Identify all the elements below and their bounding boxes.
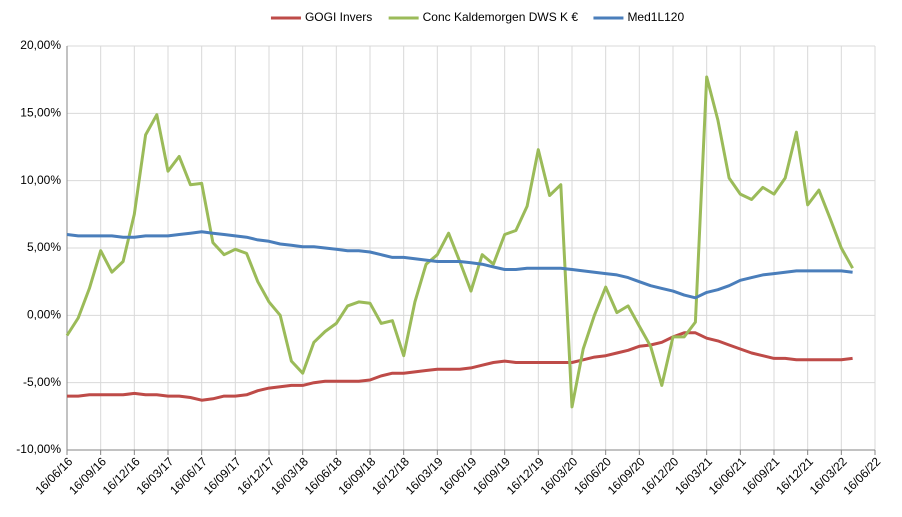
- y-tick-label: 15,00%: [20, 106, 61, 120]
- series-line: [67, 331, 853, 402]
- x-tick-label: 16/06/22: [840, 454, 883, 497]
- series-line: [65, 75, 854, 409]
- y-tick-label: 20,00%: [20, 38, 61, 52]
- legend: GOGI Invers Conc Kaldemorgen DWS K € Med1L…: [270, 10, 684, 24]
- series-line: [66, 230, 853, 300]
- legend-label: Conc Kaldemorgen DWS K €: [423, 10, 579, 24]
- y-tick-label: 5,00%: [27, 240, 61, 254]
- y-tick-label: -10,00%: [16, 442, 61, 456]
- legend-label: GOGI Invers: [305, 10, 372, 24]
- y-tick-label: 10,00%: [20, 173, 61, 187]
- legend-label: Med1L120: [627, 10, 684, 24]
- y-tick-label: 0,00%: [27, 308, 61, 322]
- y-tick-label: -5,00%: [23, 375, 61, 389]
